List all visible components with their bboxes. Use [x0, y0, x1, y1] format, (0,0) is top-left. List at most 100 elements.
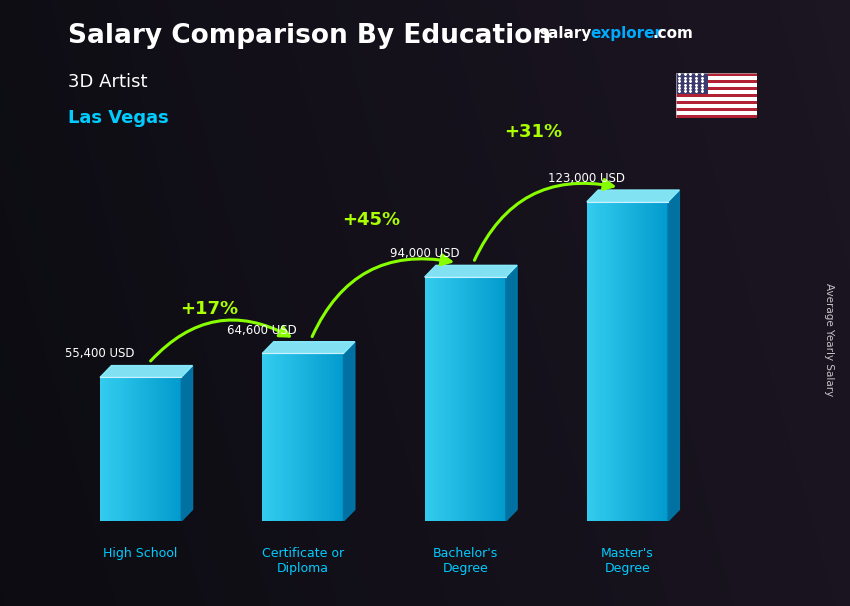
- Bar: [497, 277, 499, 521]
- FancyArrowPatch shape: [474, 179, 613, 260]
- Bar: [300, 353, 301, 521]
- Bar: [493, 277, 495, 521]
- Bar: [477, 277, 479, 521]
- Bar: [150, 378, 152, 521]
- Bar: [459, 277, 461, 521]
- Bar: [149, 378, 150, 521]
- Bar: [661, 202, 663, 521]
- Bar: [308, 353, 309, 521]
- Polygon shape: [343, 342, 354, 521]
- Bar: [162, 378, 163, 521]
- Bar: [297, 353, 298, 521]
- Bar: [113, 378, 115, 521]
- Bar: [676, 90, 756, 94]
- Bar: [654, 202, 655, 521]
- Bar: [613, 202, 615, 521]
- Bar: [611, 202, 613, 521]
- Bar: [439, 277, 441, 521]
- Bar: [609, 202, 611, 521]
- Bar: [590, 202, 592, 521]
- Bar: [110, 378, 111, 521]
- Bar: [441, 277, 443, 521]
- Bar: [145, 378, 147, 521]
- Bar: [336, 353, 337, 521]
- Bar: [170, 378, 172, 521]
- Bar: [639, 202, 640, 521]
- Bar: [676, 80, 756, 83]
- Bar: [286, 353, 288, 521]
- Bar: [467, 277, 468, 521]
- Polygon shape: [425, 265, 517, 277]
- Bar: [676, 101, 756, 104]
- Bar: [443, 277, 444, 521]
- Bar: [504, 277, 506, 521]
- Bar: [314, 353, 316, 521]
- Bar: [676, 115, 756, 118]
- Bar: [329, 353, 331, 521]
- Bar: [313, 353, 314, 521]
- Polygon shape: [181, 365, 193, 521]
- Bar: [163, 378, 165, 521]
- Bar: [501, 277, 502, 521]
- Bar: [472, 277, 473, 521]
- Bar: [293, 353, 295, 521]
- Text: salary: salary: [540, 26, 592, 41]
- Bar: [160, 378, 162, 521]
- Bar: [263, 353, 264, 521]
- Bar: [292, 353, 293, 521]
- Text: 64,600 USD: 64,600 USD: [228, 324, 298, 336]
- Bar: [434, 277, 436, 521]
- Bar: [598, 202, 600, 521]
- Bar: [425, 277, 426, 521]
- Bar: [105, 378, 106, 521]
- Bar: [136, 378, 138, 521]
- Bar: [618, 202, 620, 521]
- Bar: [491, 277, 493, 521]
- Bar: [638, 202, 639, 521]
- Bar: [426, 277, 428, 521]
- Text: explorer: explorer: [591, 26, 663, 41]
- Text: Average Yearly Salary: Average Yearly Salary: [824, 283, 834, 396]
- Bar: [295, 353, 297, 521]
- Polygon shape: [263, 342, 354, 353]
- Bar: [320, 353, 322, 521]
- Bar: [267, 353, 269, 521]
- Bar: [175, 378, 176, 521]
- Bar: [457, 277, 459, 521]
- Bar: [454, 277, 456, 521]
- Bar: [463, 277, 465, 521]
- Bar: [676, 87, 756, 90]
- Bar: [490, 277, 491, 521]
- Bar: [319, 353, 320, 521]
- Bar: [621, 202, 622, 521]
- Bar: [118, 378, 120, 521]
- Bar: [640, 202, 642, 521]
- Bar: [486, 277, 488, 521]
- Bar: [104, 378, 105, 521]
- Bar: [337, 353, 338, 521]
- Bar: [265, 353, 267, 521]
- Bar: [129, 378, 131, 521]
- Bar: [665, 202, 666, 521]
- Bar: [456, 277, 457, 521]
- Bar: [332, 353, 334, 521]
- Bar: [311, 353, 313, 521]
- Bar: [447, 277, 449, 521]
- Bar: [140, 378, 142, 521]
- FancyArrowPatch shape: [312, 255, 451, 336]
- Bar: [280, 353, 282, 521]
- Bar: [461, 277, 462, 521]
- Bar: [676, 73, 756, 76]
- Bar: [288, 353, 290, 521]
- Bar: [450, 277, 452, 521]
- Bar: [298, 353, 300, 521]
- Bar: [615, 202, 616, 521]
- Bar: [588, 202, 590, 521]
- Bar: [274, 353, 275, 521]
- Bar: [290, 353, 292, 521]
- Bar: [173, 378, 175, 521]
- Bar: [657, 202, 658, 521]
- Bar: [152, 378, 154, 521]
- Bar: [144, 378, 145, 521]
- Bar: [658, 202, 660, 521]
